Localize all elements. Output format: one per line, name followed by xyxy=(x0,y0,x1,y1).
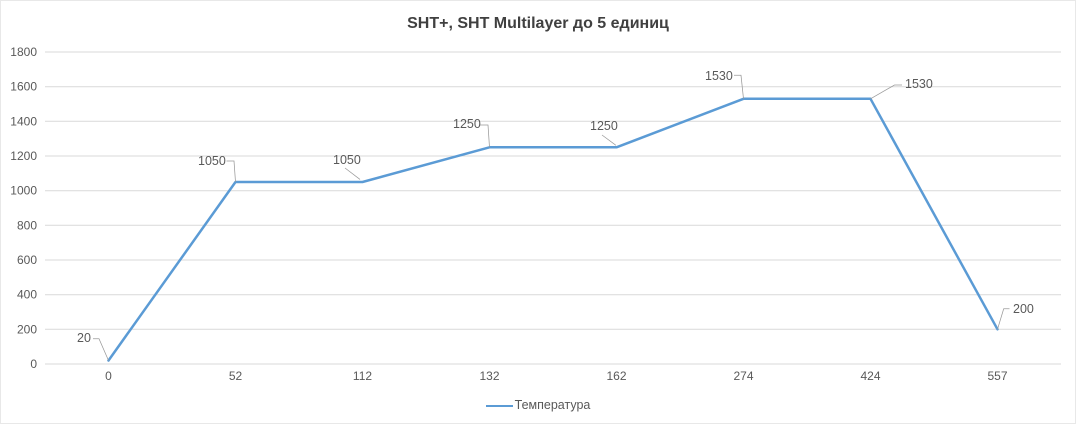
svg-text:557: 557 xyxy=(987,369,1007,383)
svg-text:1600: 1600 xyxy=(10,80,37,94)
svg-text:112: 112 xyxy=(353,369,372,383)
svg-text:1050: 1050 xyxy=(198,154,226,168)
svg-text:1530: 1530 xyxy=(905,77,933,91)
svg-text:424: 424 xyxy=(860,369,880,383)
svg-text:0: 0 xyxy=(30,357,37,371)
svg-text:0: 0 xyxy=(105,369,112,383)
svg-text:400: 400 xyxy=(17,288,37,302)
svg-text:1050: 1050 xyxy=(333,153,361,167)
svg-text:1530: 1530 xyxy=(705,69,733,83)
svg-text:1250: 1250 xyxy=(453,117,481,131)
svg-text:1000: 1000 xyxy=(10,184,37,198)
svg-text:200: 200 xyxy=(17,322,37,336)
svg-text:1400: 1400 xyxy=(10,114,37,128)
svg-text:52: 52 xyxy=(229,369,243,383)
svg-text:200: 200 xyxy=(1013,302,1034,316)
svg-text:1800: 1800 xyxy=(10,45,37,59)
svg-text:1200: 1200 xyxy=(10,149,37,163)
svg-text:800: 800 xyxy=(17,218,37,232)
svg-text:20: 20 xyxy=(77,331,91,345)
svg-text:132: 132 xyxy=(479,369,499,383)
svg-text:162: 162 xyxy=(606,369,626,383)
svg-text:600: 600 xyxy=(17,253,37,267)
svg-text:1250: 1250 xyxy=(590,119,618,133)
svg-text:274: 274 xyxy=(733,369,753,383)
